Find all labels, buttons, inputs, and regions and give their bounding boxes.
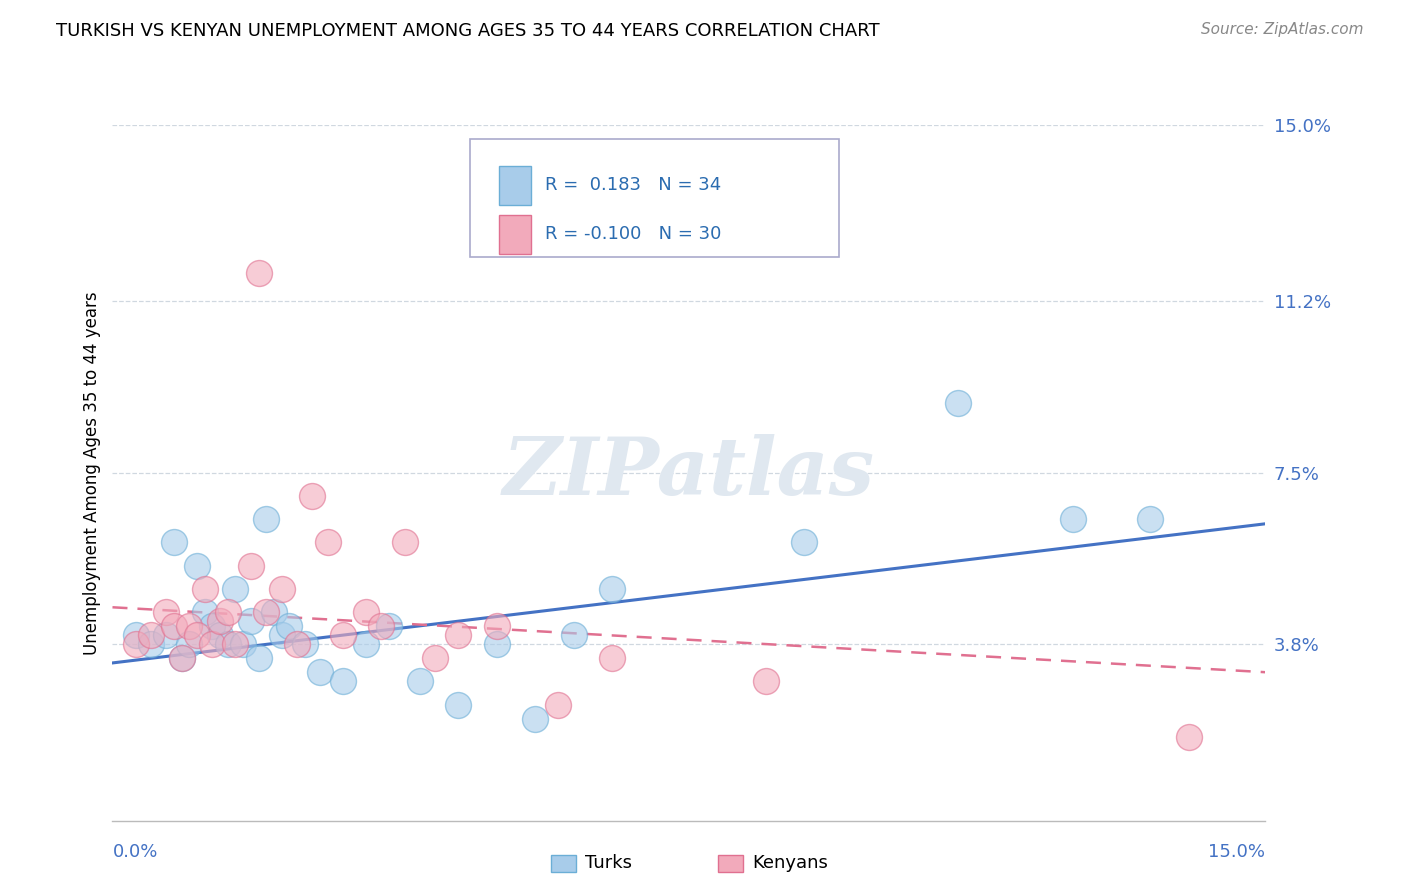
- Point: [1062, 512, 1084, 526]
- Point: [170, 651, 193, 665]
- Point: [254, 512, 277, 526]
- Text: Turks: Turks: [585, 854, 633, 872]
- Point: [263, 605, 285, 619]
- Point: [139, 637, 162, 651]
- Point: [447, 628, 470, 642]
- Point: [524, 712, 547, 726]
- Text: R = -0.100   N = 30: R = -0.100 N = 30: [544, 226, 721, 244]
- Point: [163, 619, 186, 633]
- Point: [600, 651, 623, 665]
- Point: [124, 628, 146, 642]
- Point: [239, 558, 262, 573]
- Point: [378, 619, 401, 633]
- Point: [186, 558, 208, 573]
- Point: [163, 535, 186, 549]
- Point: [170, 651, 193, 665]
- Point: [139, 628, 162, 642]
- FancyBboxPatch shape: [499, 215, 531, 253]
- Point: [294, 637, 316, 651]
- Point: [946, 396, 969, 410]
- FancyBboxPatch shape: [551, 855, 576, 872]
- Point: [755, 674, 778, 689]
- Y-axis label: Unemployment Among Ages 35 to 44 years: Unemployment Among Ages 35 to 44 years: [83, 291, 101, 655]
- Point: [600, 582, 623, 596]
- Point: [309, 665, 332, 680]
- Point: [124, 637, 146, 651]
- Text: ZIPatlas: ZIPatlas: [503, 434, 875, 511]
- Point: [562, 628, 585, 642]
- Point: [254, 605, 277, 619]
- Point: [354, 637, 377, 651]
- Point: [332, 628, 354, 642]
- Point: [793, 535, 815, 549]
- Text: 15.0%: 15.0%: [1208, 843, 1265, 861]
- Point: [179, 619, 201, 633]
- Point: [209, 614, 232, 628]
- Point: [247, 266, 270, 280]
- Point: [332, 674, 354, 689]
- Point: [409, 674, 432, 689]
- Point: [301, 489, 323, 503]
- Point: [194, 605, 217, 619]
- Point: [270, 628, 292, 642]
- Point: [394, 535, 416, 549]
- FancyBboxPatch shape: [717, 855, 744, 872]
- Point: [217, 637, 239, 651]
- Point: [224, 582, 246, 596]
- FancyBboxPatch shape: [499, 166, 531, 204]
- Point: [354, 605, 377, 619]
- Point: [425, 651, 447, 665]
- Point: [239, 614, 262, 628]
- Text: Source: ZipAtlas.com: Source: ZipAtlas.com: [1201, 22, 1364, 37]
- Point: [201, 637, 224, 651]
- Point: [217, 605, 239, 619]
- Point: [370, 619, 392, 633]
- Point: [194, 582, 217, 596]
- Point: [1139, 512, 1161, 526]
- Point: [201, 619, 224, 633]
- Point: [485, 619, 508, 633]
- Text: Kenyans: Kenyans: [752, 854, 828, 872]
- Point: [270, 582, 292, 596]
- Point: [278, 619, 301, 633]
- Point: [179, 637, 201, 651]
- FancyBboxPatch shape: [470, 139, 839, 257]
- Point: [316, 535, 339, 549]
- Point: [155, 628, 177, 642]
- Point: [485, 637, 508, 651]
- Point: [209, 628, 232, 642]
- Point: [224, 637, 246, 651]
- Text: R =  0.183   N = 34: R = 0.183 N = 34: [544, 177, 721, 194]
- Point: [447, 698, 470, 712]
- Text: TURKISH VS KENYAN UNEMPLOYMENT AMONG AGES 35 TO 44 YEARS CORRELATION CHART: TURKISH VS KENYAN UNEMPLOYMENT AMONG AGE…: [56, 22, 880, 40]
- Point: [232, 637, 254, 651]
- Point: [186, 628, 208, 642]
- Point: [155, 605, 177, 619]
- Point: [247, 651, 270, 665]
- Point: [1177, 730, 1199, 744]
- Text: 0.0%: 0.0%: [112, 843, 157, 861]
- Point: [547, 698, 569, 712]
- Point: [285, 637, 308, 651]
